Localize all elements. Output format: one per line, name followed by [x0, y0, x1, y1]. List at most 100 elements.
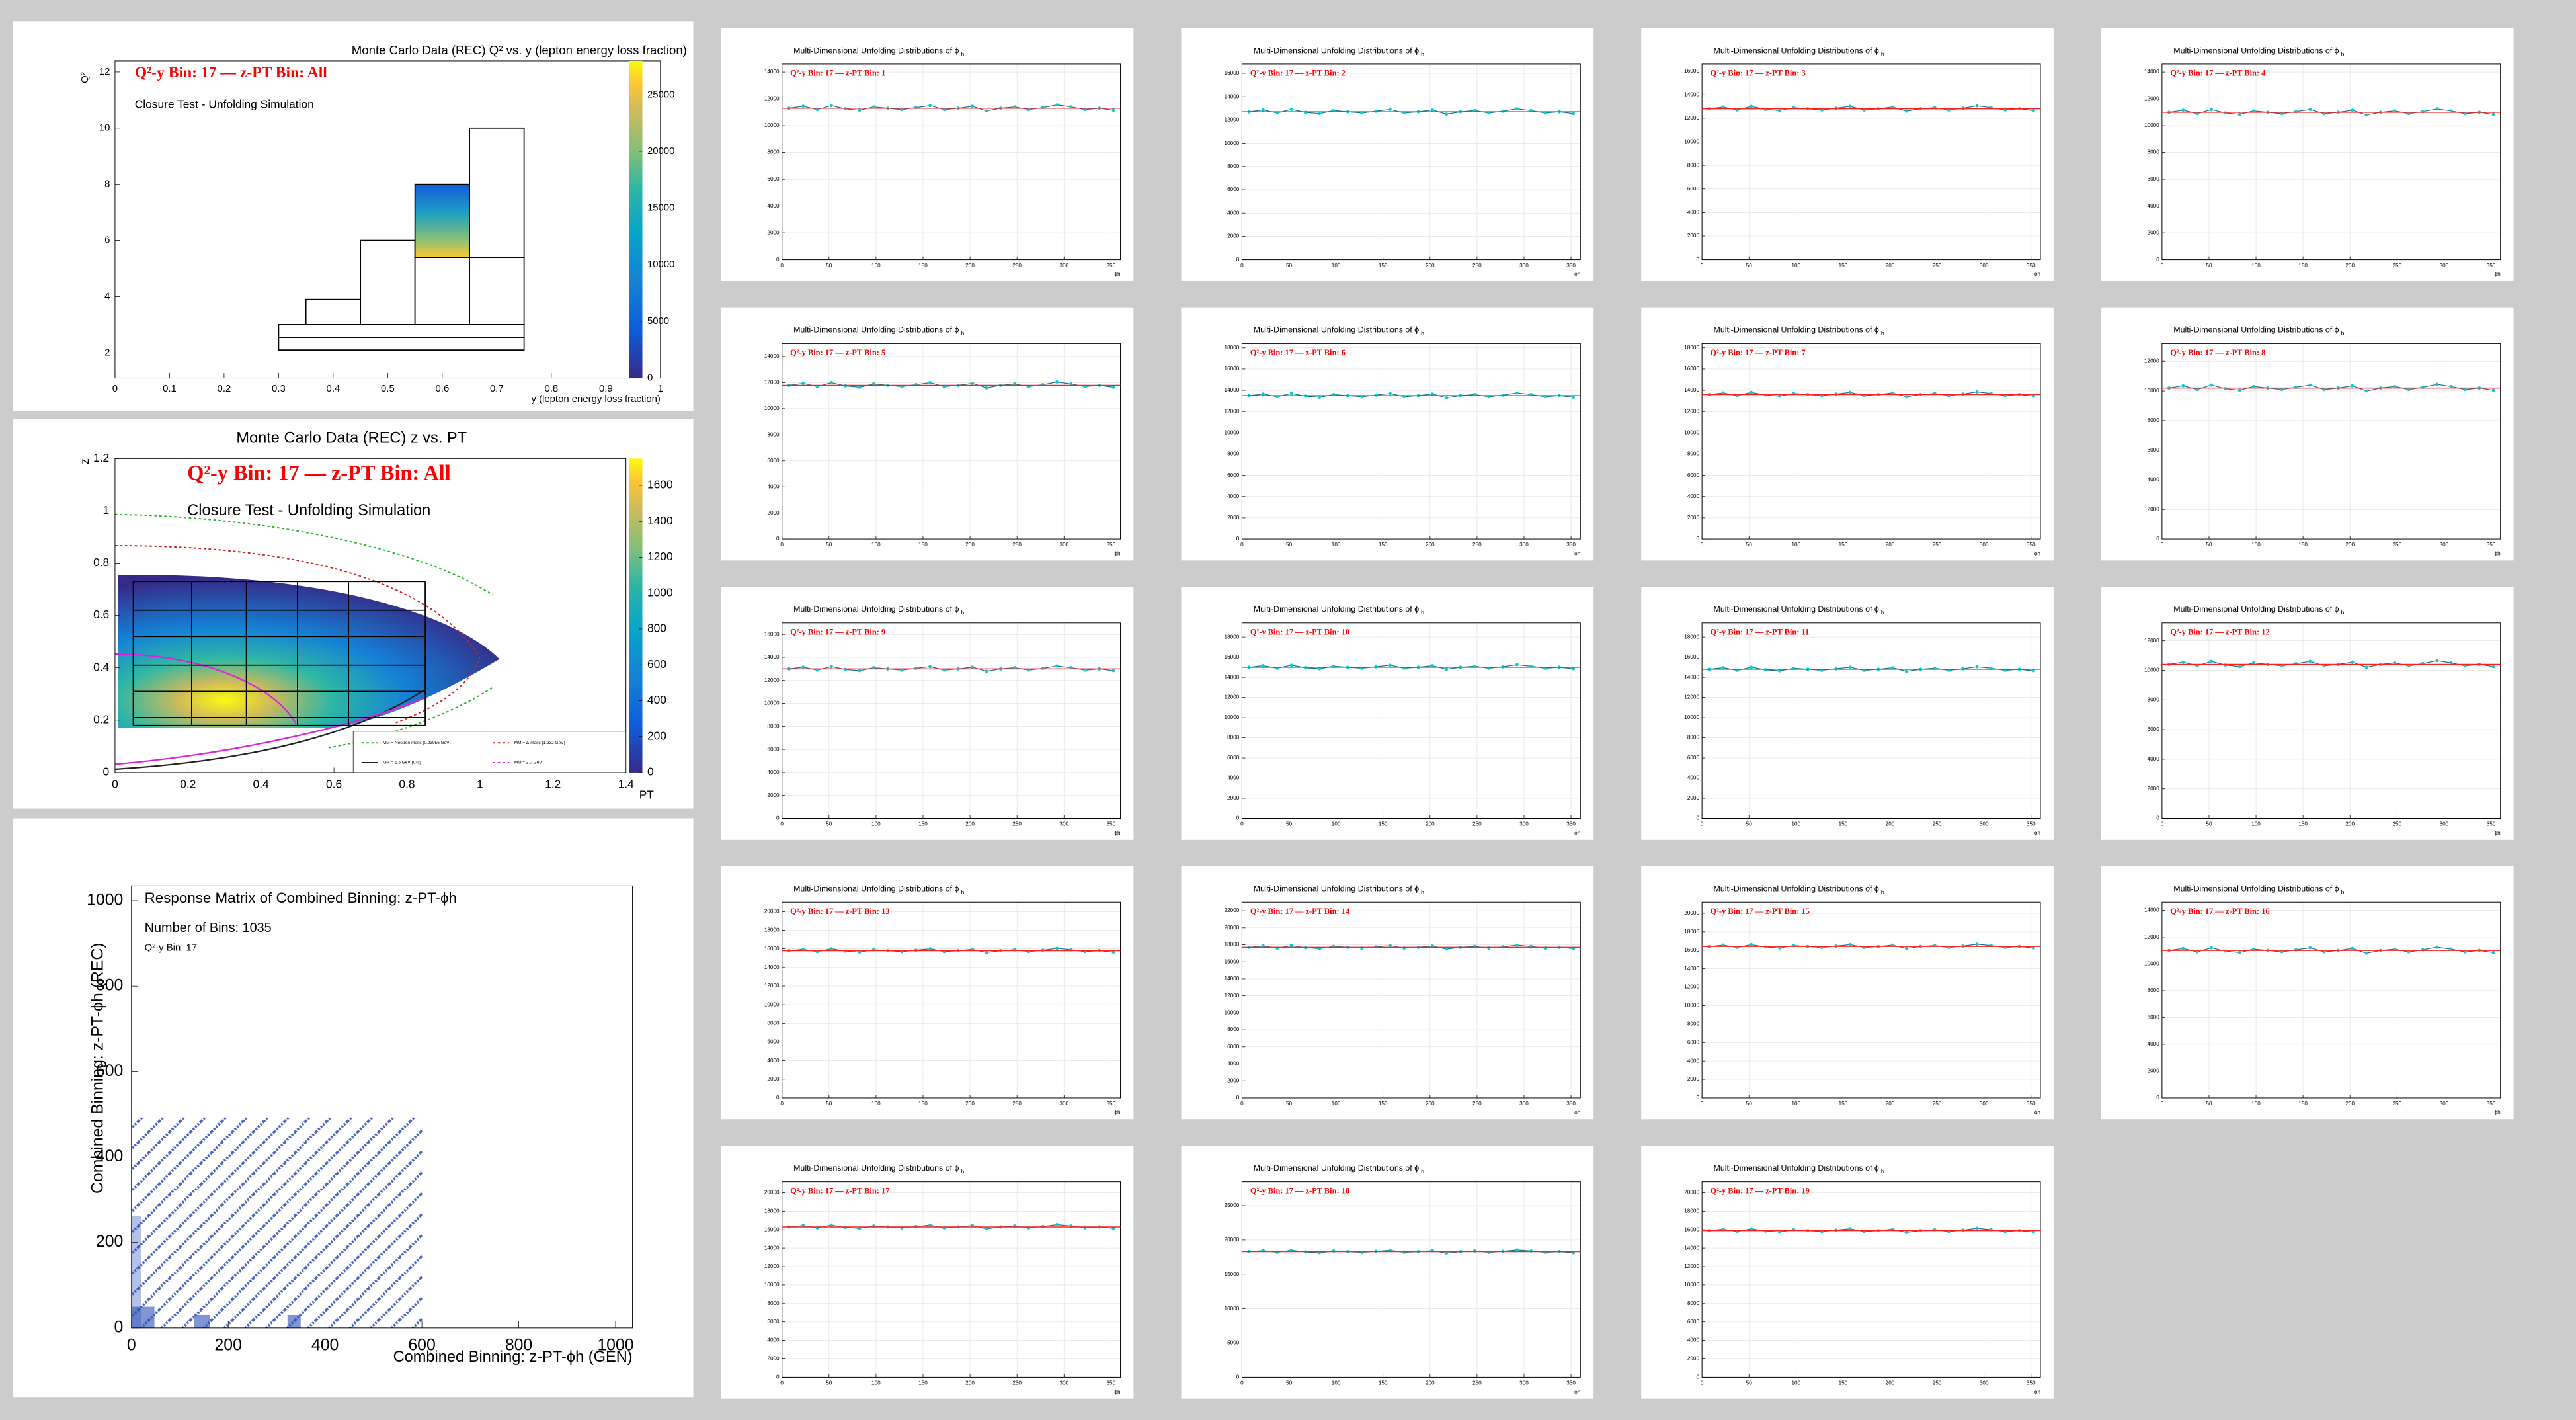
plot-frame	[114, 60, 661, 379]
x-tick-label: 0.4	[253, 778, 269, 791]
y-tick-label: 10000	[764, 700, 780, 706]
chart-title: Multi-Dimensional Unfolding Distribution…	[1714, 46, 1879, 55]
x-tick-label: 0	[112, 778, 118, 791]
x-tick-label: 1	[477, 778, 483, 791]
plot-frame	[1701, 622, 2041, 819]
data-point	[1750, 390, 1753, 394]
x-tick-label: 100	[871, 263, 881, 269]
y-tick-label: 4000	[2148, 1041, 2160, 1047]
data-point	[1750, 104, 1753, 108]
y-tick-label: 12000	[1684, 408, 1699, 414]
y-tick-label: 0	[2156, 1095, 2159, 1101]
x-tick-label: 200	[2345, 1101, 2355, 1107]
y-tick-label: 8000	[1227, 735, 1240, 741]
annotation: Q²-y Bin: 17 — z-PT Bin: 7	[1711, 348, 1806, 357]
x-tick-label: 150	[918, 1380, 928, 1386]
annotation: Q²-y Bin: 17 — z-PT Bin: 19	[1711, 1186, 1810, 1195]
data-point	[928, 104, 932, 108]
x-tick-label: 0.6	[326, 778, 342, 791]
data-point	[1289, 663, 1293, 667]
data-point	[1111, 385, 1115, 389]
data-point	[1961, 667, 1965, 671]
legend-label: MM = Δ-mass (1.232 GeV)	[514, 741, 565, 745]
annotation: Q²-y Bin: 17 — z-PT Bin: 16	[2170, 907, 2269, 916]
y-tick-label: 4000	[1687, 493, 1700, 499]
data-point	[1848, 390, 1852, 394]
x-tick-label: 250	[1012, 263, 1022, 269]
data-point	[2351, 108, 2355, 112]
chart-title: Multi-Dimensional Unfolding Distribution…	[793, 325, 959, 335]
chart-title-sub: h	[961, 609, 964, 616]
data-point	[2210, 108, 2213, 112]
y-tick-label: 0	[1696, 1374, 1699, 1380]
data-point	[1289, 392, 1293, 396]
annotation: Q²-y Bin: 17 — z-PT Bin: 3	[1711, 69, 1806, 78]
y-tick-label: 2000	[2148, 786, 2160, 792]
x-tick-label: 350	[2487, 263, 2496, 269]
panel	[13, 21, 694, 411]
y-tick-label: 18000	[1684, 1208, 1699, 1214]
x-tick-label: 300	[1980, 1380, 1989, 1386]
y-tick-label: 10000	[1225, 1306, 1240, 1312]
annotation: Q²-y Bin: 17 — z-PT Bin: 14	[1250, 907, 1349, 916]
data-point	[1055, 380, 1059, 384]
y-tick-label: 10000	[1225, 714, 1240, 720]
data-point	[2031, 946, 2035, 950]
y-tick-label: 18000	[1225, 345, 1240, 351]
annotation: Q²-y Bin: 17 — z-PT Bin: 4	[2170, 69, 2265, 78]
data-point	[2463, 388, 2467, 392]
plot-frame	[2161, 63, 2501, 261]
data-point	[2181, 660, 2185, 664]
x-tick-label: 100	[1332, 821, 1341, 827]
x-tick-label: 0.8	[545, 384, 559, 394]
y-tick-label: 0	[776, 257, 780, 263]
x-tick-label: 100	[1791, 821, 1800, 827]
x-axis-label: ϕh	[1574, 271, 1581, 277]
y-tick-label: 6000	[767, 458, 780, 464]
plot-frame	[1241, 343, 1581, 540]
data-point	[1572, 667, 1576, 671]
data-point	[1961, 106, 1965, 110]
panel	[2101, 587, 2514, 840]
x-axis-label: ϕh	[2034, 271, 2041, 277]
y-tick-label: 14000	[1225, 674, 1240, 680]
y-tick-label: 4000	[1227, 493, 1240, 499]
y-tick-label: 4000	[2148, 756, 2160, 762]
x-tick-label: 50	[1746, 263, 1753, 269]
x-tick-label: 50	[2206, 263, 2212, 269]
chart-title: Multi-Dimensional Unfolding Distribution…	[793, 46, 959, 55]
data-point	[2322, 664, 2326, 668]
x-tick-label: 600	[408, 1337, 435, 1355]
x-tick-label: 150	[2298, 1101, 2308, 1107]
x-tick-label: 200	[965, 821, 975, 827]
data-point	[1572, 112, 1576, 116]
chart-title: Multi-Dimensional Unfolding Distribution…	[1714, 605, 1879, 614]
panel	[1641, 587, 2054, 840]
y-tick-label: 2000	[2148, 506, 2160, 512]
x-tick-label: 150	[918, 263, 928, 269]
x-tick-label: 0	[1240, 263, 1244, 269]
annotation: Q²-y Bin: 17 — z-PT Bin: 13	[790, 907, 889, 916]
y-tick-label: 0	[1236, 257, 1240, 263]
x-tick-label: 0.2	[218, 384, 231, 394]
x-tick-label: 250	[1933, 542, 1942, 548]
x-tick-label: 100	[1791, 263, 1800, 269]
data-point	[1515, 391, 1519, 395]
data-point	[1975, 1226, 1979, 1230]
x-tick-label: 50	[1746, 1101, 1753, 1107]
x-tick-label: 350	[1566, 1101, 1576, 1107]
y-tick-label: 16000	[764, 946, 780, 952]
x-tick-label: 150	[1379, 1380, 1388, 1386]
panel	[2101, 28, 2514, 281]
panel	[1641, 307, 2054, 561]
x-tick-label: 350	[1107, 542, 1116, 548]
data-point	[2393, 661, 2397, 665]
annotation: Q²-y Bin: 17 — z-PT Bin: 6	[1250, 348, 1346, 357]
y-tick-label: 14000	[1684, 91, 1699, 97]
panel	[1181, 587, 1594, 840]
data-point	[1111, 669, 1115, 673]
data-point	[2210, 659, 2213, 663]
data-point	[1721, 105, 1725, 109]
x-tick-label: 250	[1472, 542, 1482, 548]
data-point	[1572, 396, 1576, 399]
